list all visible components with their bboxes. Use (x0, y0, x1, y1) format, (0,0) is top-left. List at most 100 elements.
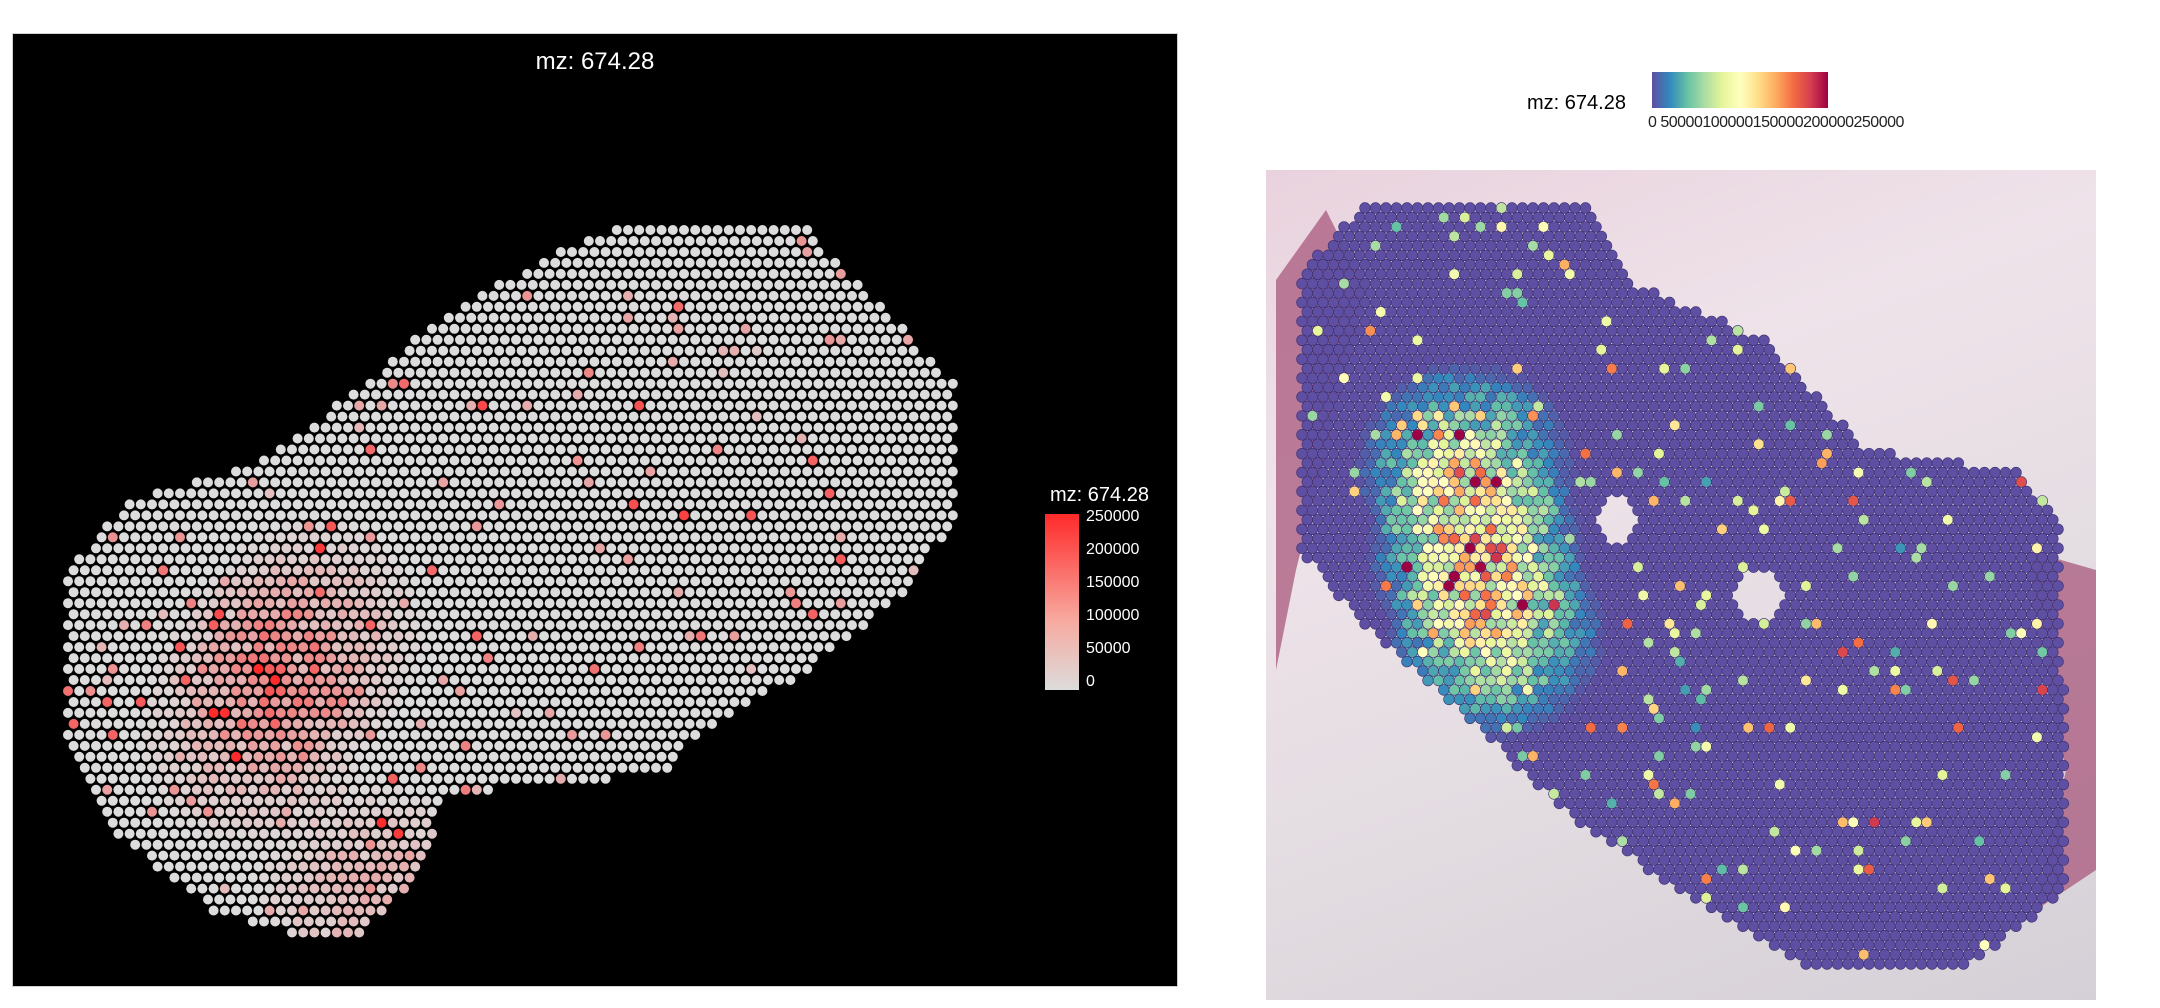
left-spot (371, 740, 381, 751)
left-spot (796, 411, 807, 422)
right-spot (1354, 381, 1366, 394)
right-spot (1669, 457, 1681, 469)
left-spot (729, 411, 740, 422)
right-spot (1306, 448, 1319, 460)
left-spot (763, 411, 773, 422)
right-spot (1763, 381, 1775, 394)
left-spot (891, 466, 902, 477)
right-spot (1737, 504, 1749, 517)
right-spot (1474, 353, 1487, 365)
left-spot (673, 279, 684, 290)
right-spot (1422, 202, 1434, 214)
left-spot (130, 620, 141, 631)
right-spot (1301, 325, 1313, 337)
left-spot (679, 356, 689, 367)
right-spot (1711, 362, 1723, 375)
left-spot (662, 323, 673, 334)
right-spot (1548, 258, 1560, 271)
left-spot (880, 554, 891, 565)
left-spot (533, 751, 544, 762)
left-spot (830, 301, 841, 312)
left-spot (757, 664, 768, 674)
left-spot (505, 631, 516, 642)
left-spot (746, 444, 757, 455)
left-spot (415, 718, 426, 729)
right-spot (1448, 211, 1461, 224)
left-spot (740, 279, 751, 290)
right-spot (1732, 438, 1744, 450)
left-spot (337, 828, 348, 839)
right-spot (1338, 542, 1350, 554)
left-spot (841, 345, 852, 356)
left-spot (343, 883, 353, 894)
left-spot (600, 664, 611, 674)
right-spot (1432, 221, 1445, 233)
left-spot (606, 323, 617, 334)
left-spot (768, 576, 779, 587)
right-spot (1312, 495, 1324, 507)
left-spot (796, 455, 807, 466)
right-spot (1490, 268, 1503, 280)
right-spot (1711, 344, 1723, 356)
left-spot (796, 543, 807, 554)
right-spot (1490, 381, 1503, 394)
right-spot (1579, 523, 1592, 535)
right-spot (1805, 438, 1817, 450)
right-spot (1296, 277, 1308, 290)
left-spot (382, 740, 393, 751)
left-spot (460, 740, 471, 751)
left-spot (371, 697, 381, 707)
right-spot (1506, 372, 1518, 384)
right-spot (2005, 533, 2017, 545)
left-spot (550, 389, 561, 400)
left-spot (583, 609, 594, 620)
left-spot (197, 729, 208, 740)
left-spot (466, 312, 477, 323)
left-spot (617, 411, 628, 422)
left-spot (673, 631, 684, 642)
left-spot (796, 631, 807, 642)
right-spot (1359, 296, 1371, 309)
left-spot (763, 257, 773, 268)
right-spot (1747, 485, 1760, 498)
right-spot (1774, 457, 1786, 469)
right-spot (1637, 306, 1649, 318)
left-spot (455, 620, 465, 631)
left-spot (606, 411, 617, 422)
right-spot (1695, 485, 1707, 498)
right-spot (1537, 202, 1550, 214)
right-spot (1322, 325, 1334, 337)
left-spot (942, 499, 953, 510)
left-spot (197, 598, 208, 609)
left-spot (376, 686, 387, 696)
left-spot (617, 433, 628, 444)
right-spot (1595, 362, 1607, 375)
left-spot (197, 795, 208, 806)
left-spot (561, 433, 572, 444)
right-spot (1579, 485, 1592, 498)
right-spot (1322, 287, 1334, 299)
right-spot (1296, 372, 1308, 384)
left-chart-title: mz: 674.28 (535, 48, 655, 75)
right-spot (1359, 240, 1371, 252)
left-spot (505, 609, 516, 620)
right-spot (1480, 533, 1492, 545)
left-spot (432, 510, 443, 521)
left-spot (617, 609, 628, 620)
left-spot (158, 587, 169, 598)
left-spot (690, 400, 701, 411)
right-spot (1327, 296, 1340, 309)
left-spot (684, 521, 695, 532)
right-spot (1338, 372, 1350, 384)
left-spot (96, 751, 107, 762)
left-spot (191, 872, 202, 883)
left-spot (903, 378, 913, 389)
left-spot (91, 609, 101, 620)
left-spot (539, 323, 549, 334)
right-spot (1774, 533, 1786, 545)
right-spot (1653, 334, 1665, 347)
right-spot (1327, 542, 1340, 554)
right-spot (1779, 429, 1791, 441)
right-spot (1453, 391, 1466, 403)
right-spot (1369, 448, 1382, 460)
